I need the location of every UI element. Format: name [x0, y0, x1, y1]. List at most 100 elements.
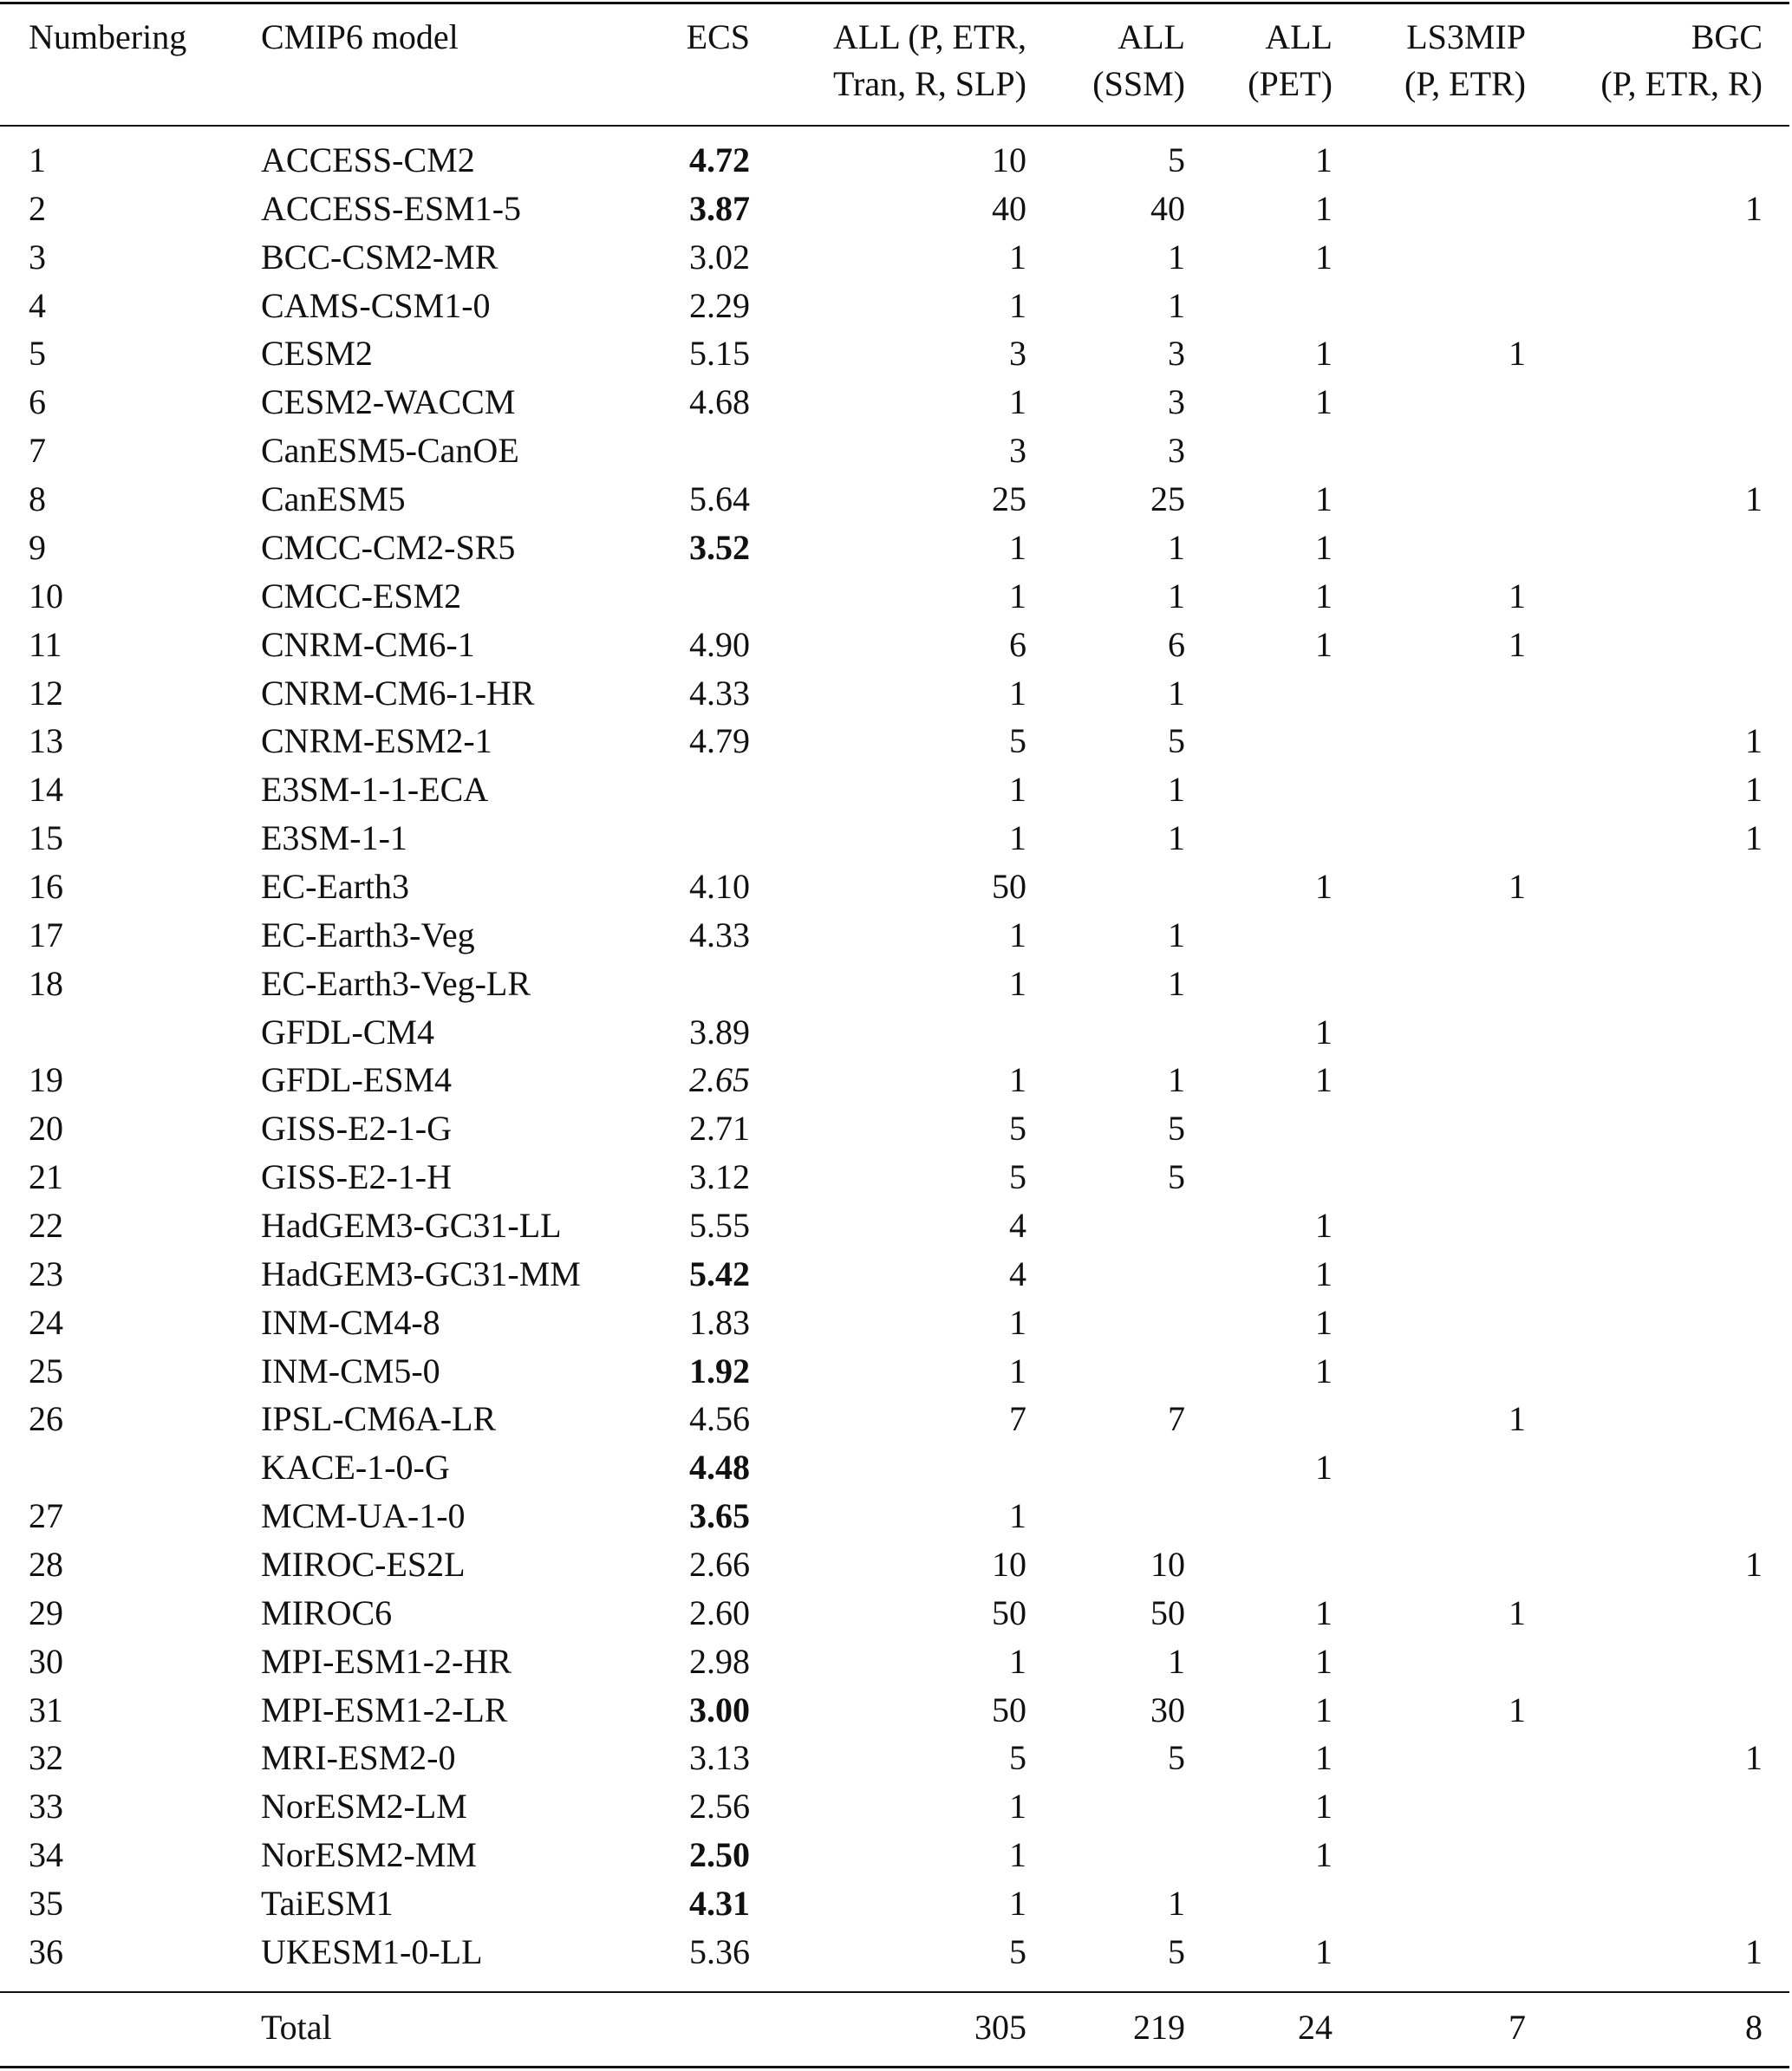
cell-ls3mip: 1 — [1509, 334, 1526, 374]
cell-numbering: 15 — [29, 818, 63, 857]
cell-numbering: 11 — [29, 624, 62, 664]
total-bgc: 8 — [1745, 2008, 1763, 2047]
cell-ecs: 4.90 — [689, 624, 750, 664]
cell-model: ACCESS-ESM1-5 — [261, 188, 522, 228]
cell-ecs: 3.89 — [689, 1012, 750, 1052]
cell-numbering: 34 — [29, 1835, 63, 1875]
cell-all: 5 — [1009, 1931, 1026, 1971]
cell-pet: 1 — [1315, 140, 1333, 179]
cell-model: CanESM5-CanOE — [261, 431, 519, 471]
total-rule — [0, 1991, 1789, 1993]
cell-model: E3SM-1-1-ECA — [261, 770, 489, 810]
cell-model: EC-Earth3-Veg — [261, 915, 475, 954]
cell-model: CNRM-ESM2-1 — [261, 721, 492, 761]
cell-pet: 1 — [1315, 624, 1333, 664]
cell-all: 1 — [1009, 818, 1026, 857]
header-pet-line2: (PET) — [1248, 64, 1333, 103]
cell-ecs: 3.00 — [689, 1690, 750, 1729]
cell-all: 10 — [992, 140, 1026, 179]
cell-numbering: 29 — [29, 1592, 63, 1632]
cell-all: 1 — [1009, 1302, 1026, 1342]
cell-model: EC-Earth3 — [261, 866, 410, 906]
cell-numbering: 10 — [29, 576, 63, 615]
cell-ssm: 10 — [1150, 1544, 1185, 1584]
cell-all: 1 — [1009, 770, 1026, 810]
cell-ecs: 2.65 — [689, 1060, 750, 1100]
cell-numbering: 31 — [29, 1690, 63, 1729]
cell-ls3mip: 1 — [1509, 624, 1526, 664]
cell-numbering: 3 — [29, 237, 46, 277]
cell-all: 4 — [1009, 1205, 1026, 1245]
cell-ecs: 1.83 — [689, 1302, 750, 1342]
cell-pet: 1 — [1315, 1835, 1333, 1875]
cell-numbering: 23 — [29, 1254, 63, 1293]
cell-ecs: 3.52 — [689, 527, 750, 567]
cell-all: 1 — [1009, 527, 1026, 567]
cell-ecs: 4.56 — [689, 1399, 750, 1439]
cell-ssm: 5 — [1168, 1738, 1185, 1778]
cell-ssm: 5 — [1168, 1931, 1185, 1971]
cell-all: 1 — [1009, 1351, 1026, 1390]
cell-all: 50 — [992, 866, 1026, 906]
cell-pet: 1 — [1315, 382, 1333, 422]
cell-numbering: 9 — [29, 527, 46, 567]
cell-ssm: 1 — [1168, 770, 1185, 810]
cell-pet: 1 — [1315, 1448, 1333, 1488]
cell-numbering: 27 — [29, 1496, 63, 1536]
cell-all: 5 — [1009, 1109, 1026, 1149]
cell-all: 3 — [1009, 334, 1026, 374]
cell-all: 1 — [1009, 1884, 1026, 1923]
cell-numbering: 17 — [29, 915, 63, 954]
cell-ls3mip: 1 — [1509, 1592, 1526, 1632]
cell-pet: 1 — [1315, 479, 1333, 518]
cell-pet: 1 — [1315, 1592, 1333, 1632]
cell-pet: 1 — [1315, 1012, 1333, 1052]
cell-ssm: 6 — [1168, 624, 1185, 664]
cell-model: INM-CM4-8 — [261, 1302, 440, 1342]
cell-model: CNRM-CM6-1 — [261, 624, 475, 664]
cell-pet: 1 — [1315, 527, 1333, 567]
cell-all: 1 — [1009, 1060, 1026, 1100]
cell-model: GISS-E2-1-H — [261, 1157, 452, 1197]
cell-ecs: 2.56 — [689, 1787, 750, 1827]
cell-all: 1 — [1009, 1496, 1026, 1536]
cell-model: NorESM2-LM — [261, 1787, 467, 1827]
cell-pet: 1 — [1315, 1205, 1333, 1245]
cell-numbering: 22 — [29, 1205, 63, 1245]
cell-pet: 1 — [1315, 576, 1333, 615]
header-pet-line1: ALL — [1265, 17, 1333, 56]
cell-ssm: 1 — [1168, 673, 1185, 713]
cell-numbering: 13 — [29, 721, 63, 761]
cell-ecs: 2.66 — [689, 1544, 750, 1584]
cell-ecs: 5.36 — [689, 1931, 750, 1971]
cell-ecs: 3.13 — [689, 1738, 750, 1778]
cell-numbering: 14 — [29, 770, 63, 810]
cell-model: KACE-1-0-G — [261, 1448, 450, 1488]
cell-model: MIROC6 — [261, 1592, 393, 1632]
cell-ssm: 30 — [1150, 1690, 1185, 1729]
cell-numbering: 18 — [29, 963, 63, 1003]
cell-model: MPI-ESM1-2-HR — [261, 1641, 512, 1681]
total-ssm: 219 — [1133, 2008, 1185, 2047]
cell-pet: 1 — [1315, 1641, 1333, 1681]
cell-model: UKESM1-0-LL — [261, 1931, 483, 1971]
cell-all: 50 — [992, 1592, 1026, 1632]
cell-ecs: 3.65 — [689, 1496, 750, 1536]
cell-ecs: 4.68 — [689, 382, 750, 422]
cell-model: MIROC-ES2L — [261, 1544, 466, 1584]
cell-numbering: 25 — [29, 1351, 63, 1390]
cell-all: 4 — [1009, 1254, 1026, 1293]
total-ls3mip: 7 — [1509, 2008, 1526, 2047]
cell-model: ACCESS-CM2 — [261, 140, 475, 179]
cell-numbering: 7 — [29, 431, 46, 471]
cell-numbering: 5 — [29, 334, 46, 374]
cell-all: 1 — [1009, 915, 1026, 954]
cell-all: 1 — [1009, 963, 1026, 1003]
cell-ls3mip: 1 — [1509, 1399, 1526, 1439]
cell-bgc: 1 — [1745, 818, 1763, 857]
cell-pet: 1 — [1315, 1738, 1333, 1778]
cell-pet: 1 — [1315, 188, 1333, 228]
cell-pet: 1 — [1315, 1060, 1333, 1100]
cell-model: GFDL-ESM4 — [261, 1060, 453, 1100]
cell-model: INM-CM5-0 — [261, 1351, 440, 1390]
